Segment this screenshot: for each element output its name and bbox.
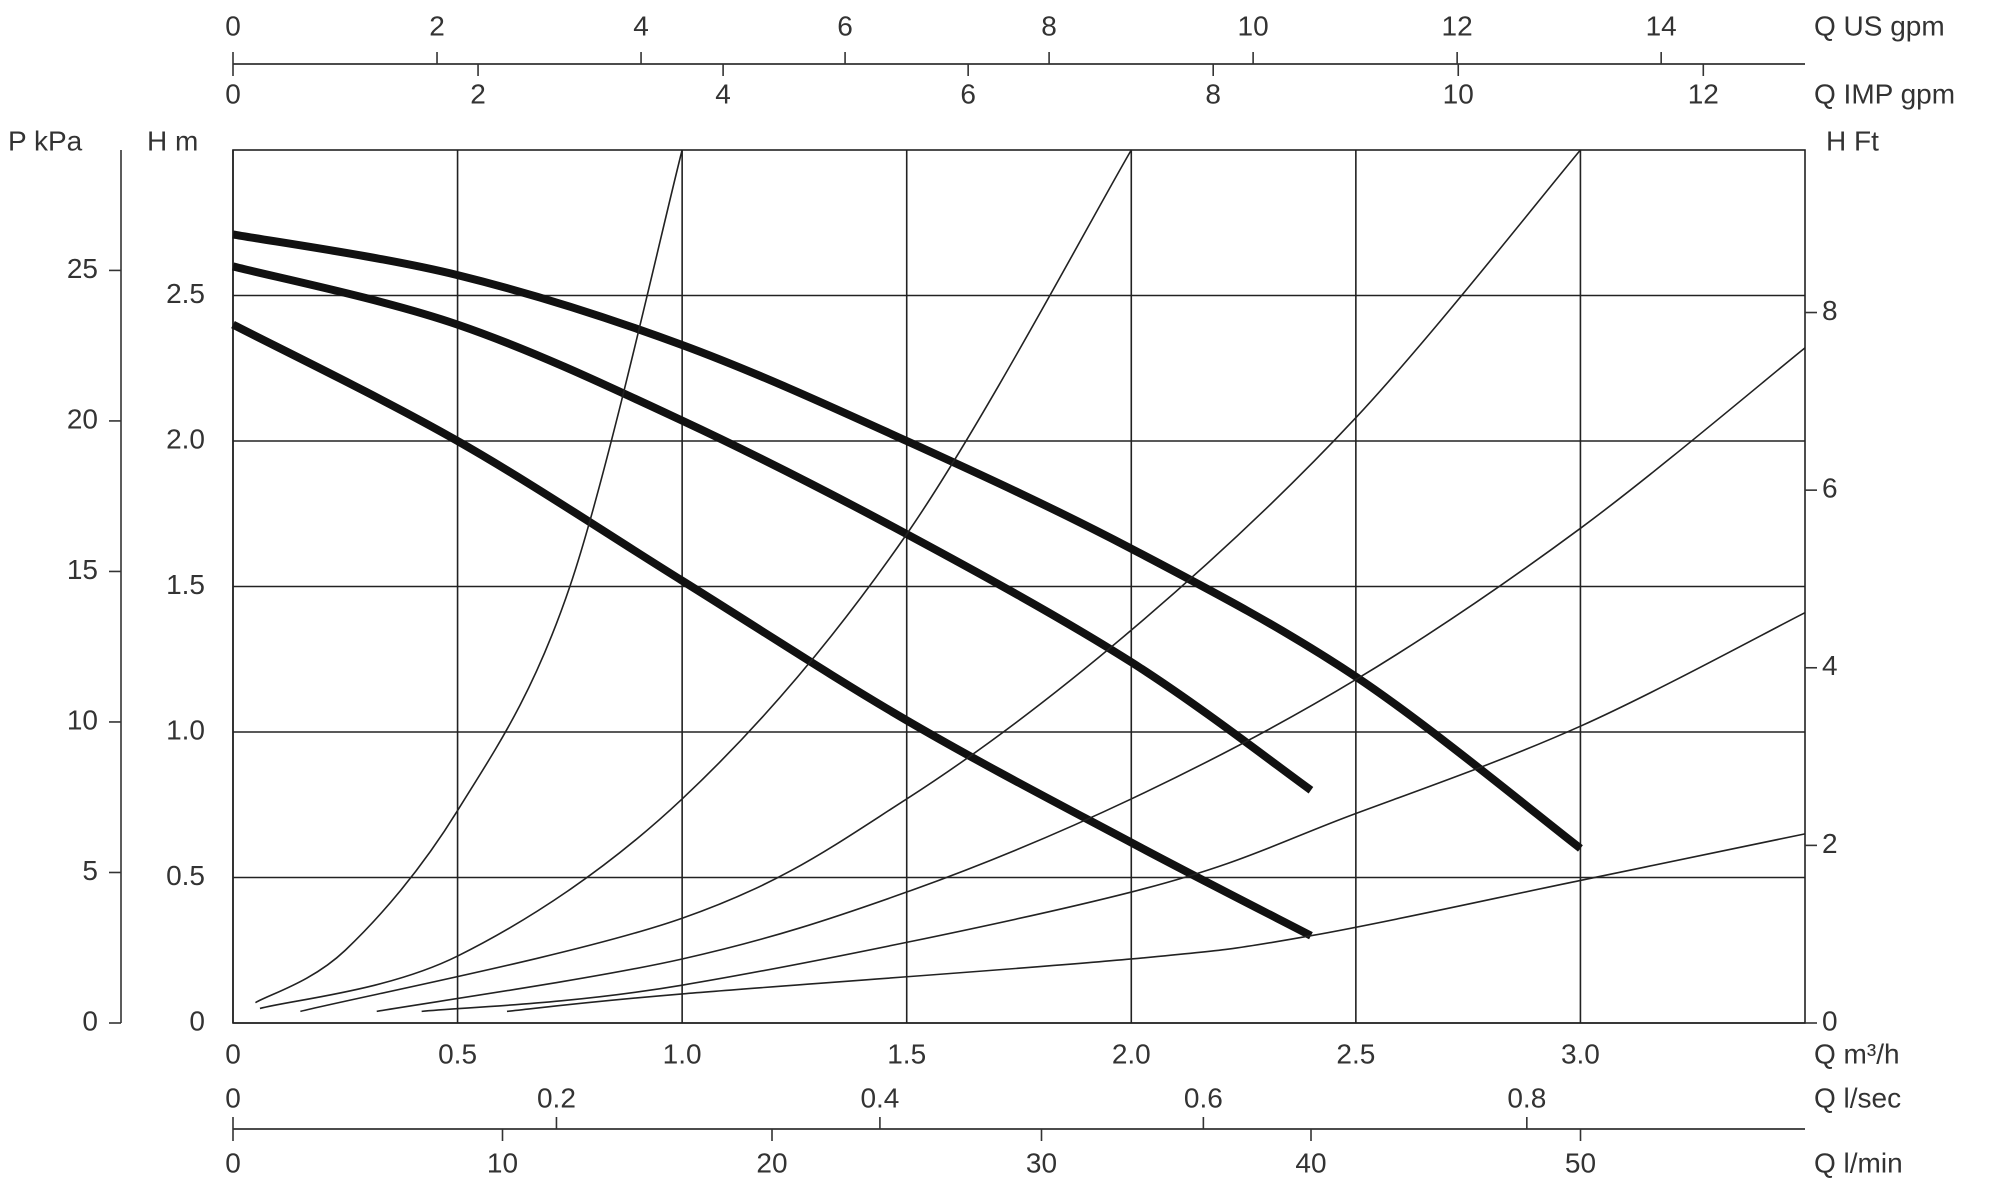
tick-label: 12 — [1442, 10, 1473, 41]
tick-label: 0 — [225, 78, 241, 109]
tick-label: 2 — [429, 10, 445, 41]
x-tick-label: 3.0 — [1561, 1038, 1600, 1069]
axis-title: Q l/sec — [1814, 1082, 1901, 1113]
y-tick-label: 0.5 — [166, 860, 205, 891]
tick-label: 10 — [487, 1147, 518, 1178]
tick-label: 10 — [1443, 78, 1474, 109]
tick-label: 20 — [67, 403, 98, 434]
tick-label: 0.2 — [537, 1082, 576, 1113]
tick-label: 6 — [837, 10, 853, 41]
tick-label: 4 — [633, 10, 649, 41]
x-tick-label: 0.5 — [438, 1038, 477, 1069]
curve — [506, 833, 1806, 1013]
curve — [376, 347, 1806, 1013]
y-axis-title: H m — [147, 125, 198, 156]
tick-label: 0 — [225, 1147, 241, 1178]
curve — [259, 149, 1132, 1010]
tick-label: 0.6 — [1184, 1082, 1223, 1113]
tick-label: 2 — [1822, 828, 1838, 859]
curve — [231, 321, 1313, 940]
y-tick-label: 1.5 — [166, 569, 205, 600]
tick-label: 0.4 — [860, 1082, 899, 1113]
axis-title: P kPa — [8, 125, 83, 156]
y-tick-label: 2.5 — [166, 278, 205, 309]
tick-label: 2 — [470, 78, 486, 109]
tick-label: 6 — [1822, 473, 1838, 504]
tick-label: 10 — [1238, 10, 1269, 41]
curve — [255, 149, 683, 1004]
tick-label: 50 — [1565, 1147, 1596, 1178]
axis-title: Q l/min — [1814, 1147, 1903, 1178]
tick-label: 0 — [1822, 1005, 1838, 1036]
tick-label: 10 — [67, 704, 98, 735]
tick-label: 40 — [1295, 1147, 1326, 1178]
tick-label: 30 — [1026, 1147, 1057, 1178]
curve — [300, 149, 1582, 1013]
axis-title: H Ft — [1826, 125, 1879, 156]
tick-label: 0.8 — [1507, 1082, 1546, 1113]
x-tick-label: 2.0 — [1112, 1038, 1151, 1069]
axis-title: Q US gpm — [1814, 10, 1945, 41]
tick-label: 4 — [1822, 650, 1838, 681]
x-tick-label: 1.0 — [663, 1038, 702, 1069]
tick-label: 6 — [960, 78, 976, 109]
tick-label: 0 — [225, 10, 241, 41]
curve — [231, 262, 1314, 794]
y-tick-label: 2.0 — [166, 423, 205, 454]
tick-label: 14 — [1646, 10, 1677, 41]
y-tick-label: 1.0 — [166, 714, 205, 745]
x-tick-label: 2.5 — [1336, 1038, 1375, 1069]
tick-label: 8 — [1041, 10, 1057, 41]
tick-label: 20 — [756, 1147, 787, 1178]
tick-label: 0 — [82, 1005, 98, 1036]
x-tick-label: 0 — [225, 1038, 241, 1069]
tick-label: 12 — [1688, 78, 1719, 109]
tick-label: 25 — [67, 253, 98, 284]
x-tick-label: 1.5 — [887, 1038, 926, 1069]
y-tick-label: 0 — [189, 1005, 205, 1036]
x-axis-title: Q m³/h — [1814, 1038, 1900, 1069]
tick-label: 15 — [67, 554, 98, 585]
tick-label: 4 — [715, 78, 731, 109]
tick-label: 5 — [82, 855, 98, 886]
axis-title: Q IMP gpm — [1814, 78, 1955, 109]
tick-label: 8 — [1822, 295, 1838, 326]
curve — [232, 230, 1583, 852]
tick-label: 8 — [1205, 78, 1221, 109]
curve — [421, 611, 1806, 1013]
tick-label: 0 — [225, 1082, 241, 1113]
